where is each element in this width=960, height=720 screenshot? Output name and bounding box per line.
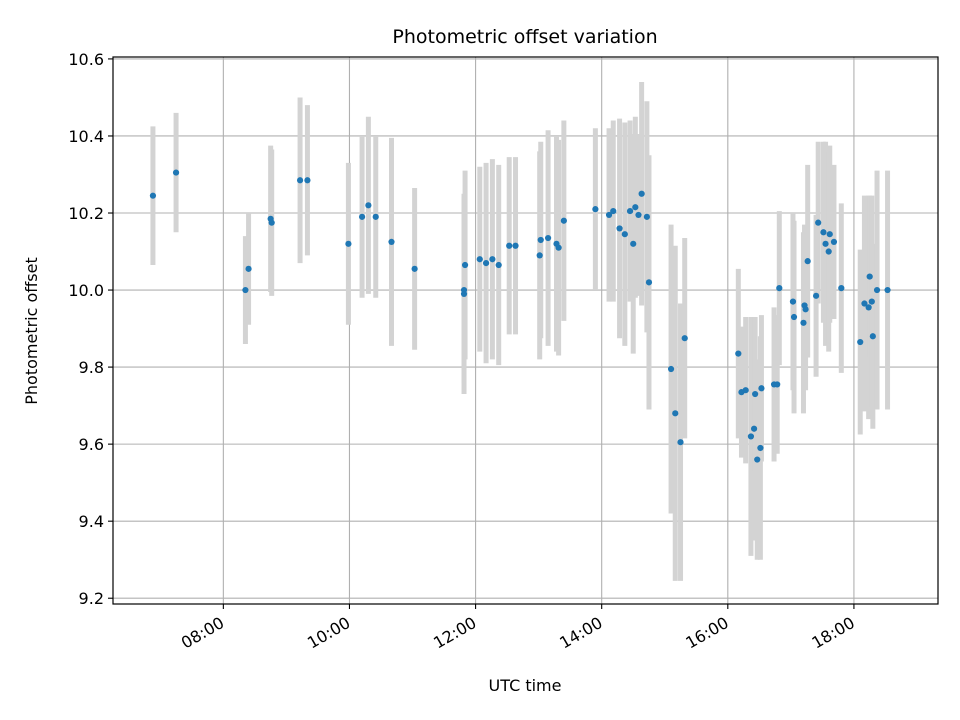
data-point (645, 279, 653, 286)
y-axis: 9.2 9.4 9.6 9.8 10.0 10.2 10.4 10.6 (68, 50, 113, 608)
y-tick-label: 10.4 (68, 127, 104, 146)
data-point (776, 285, 783, 292)
data-point (735, 350, 742, 357)
data-point (461, 261, 469, 269)
chart-title: Photometric offset variation (392, 26, 657, 48)
data-point (621, 231, 628, 238)
data-point (388, 238, 395, 246)
data-point (304, 177, 311, 184)
data-point (758, 385, 765, 392)
data-point (681, 335, 688, 342)
y-tick-label: 9.2 (79, 589, 104, 608)
data-point (345, 240, 352, 247)
y-tick-label: 9.6 (79, 435, 104, 454)
data-point (296, 177, 304, 184)
data-point (667, 365, 675, 373)
plot-area (113, 57, 938, 604)
data-point (825, 248, 832, 255)
data-point (800, 319, 807, 326)
data-point (495, 261, 502, 269)
data-point (460, 286, 468, 294)
data-point (815, 219, 822, 226)
data-point (866, 273, 873, 280)
y-axis-label: Photometric offset (22, 257, 41, 405)
data-point (506, 242, 513, 249)
y-tick-label: 10.2 (68, 204, 104, 223)
data-point (560, 217, 567, 224)
x-axis-label: UTC time (489, 676, 562, 695)
data-point (172, 169, 180, 176)
data-point (804, 258, 811, 265)
data-point (616, 225, 623, 232)
data-point (790, 313, 798, 321)
data-point (754, 456, 761, 463)
data-point (242, 286, 249, 294)
data-point (630, 240, 637, 247)
data-point (638, 190, 645, 197)
data-point (789, 298, 797, 305)
data-point (869, 333, 876, 340)
data-point (555, 244, 562, 251)
data-point (512, 242, 519, 249)
data-point (820, 229, 827, 236)
data-point (489, 256, 496, 263)
data-point (476, 256, 483, 263)
data-point (632, 204, 639, 211)
data-point (873, 286, 881, 294)
data-point (537, 236, 544, 244)
data-point (774, 381, 781, 388)
data-point (865, 304, 872, 311)
data-point (750, 425, 758, 432)
axes-frame (112, 56, 939, 605)
data-point (752, 390, 759, 398)
data-point (482, 259, 490, 267)
grid (113, 57, 938, 604)
data-point (822, 240, 829, 247)
data-point (635, 211, 642, 219)
data-point (358, 213, 366, 220)
data-point (626, 207, 634, 215)
data-point (411, 265, 418, 272)
y-tick-label: 9.4 (79, 512, 104, 531)
data-point (365, 202, 372, 209)
y-tick-label: 9.8 (79, 358, 104, 377)
data-point (747, 433, 755, 440)
data-point (605, 211, 613, 219)
data-point (536, 252, 543, 259)
data-point (149, 192, 157, 199)
data-point (884, 286, 891, 294)
data-point (372, 213, 379, 220)
data-point (742, 387, 749, 394)
data-point (830, 238, 838, 246)
data-point (677, 439, 684, 446)
data-point (245, 265, 252, 272)
data-point (812, 292, 820, 299)
data-point (610, 207, 617, 215)
data-point (838, 285, 845, 292)
y-tick-label: 10.6 (68, 50, 104, 69)
data-point (643, 213, 650, 220)
data-point (592, 206, 599, 213)
data-point (544, 234, 552, 242)
data-point (861, 300, 868, 307)
data-point (857, 338, 864, 346)
data-point (757, 444, 764, 452)
data-point (868, 298, 875, 305)
data-points (149, 169, 891, 463)
data-point (802, 306, 809, 313)
data-point (672, 410, 679, 417)
y-tick-label: 10.0 (68, 281, 104, 300)
data-point (268, 219, 275, 226)
data-point (826, 231, 833, 238)
